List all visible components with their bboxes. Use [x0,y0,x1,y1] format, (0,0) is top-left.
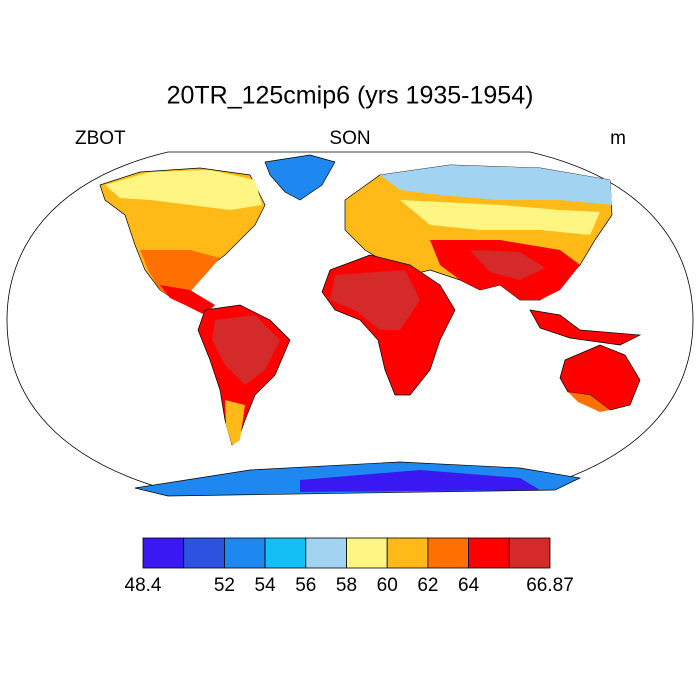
colorbar-label: 56 [295,575,316,596]
title: 20TR_125cmip6 (yrs 1935-1954) [167,82,534,110]
colorbar-label: 58 [336,575,357,596]
colorbar-label: 48.4 [125,575,162,596]
south-asia-core [470,250,545,280]
colorbar-box [223,537,266,569]
eurasia-middle [400,200,600,235]
colorbar-label: 62 [417,575,438,596]
map-area [6,151,694,497]
left-label: ZBOT [75,128,126,149]
right-label: m [610,128,626,149]
colorbar-label: 52 [214,575,235,596]
maritime-asia [529,309,642,346]
antarctica-interior [300,470,540,492]
colorbar-label: 64 [458,575,480,596]
colorbar-box [305,537,347,569]
colorbar-label: 60 [377,575,398,596]
north-america-south [140,250,220,300]
colorbar-label: 54 [255,575,277,596]
australia-south [568,392,610,412]
australia [559,344,641,411]
colorbar-box [183,537,225,569]
colorbar-box [142,537,185,569]
colorbar-box [264,537,307,569]
colorbar-box [386,537,429,569]
africa-sahara [330,270,420,330]
center-label: SON [329,128,370,149]
colorbar-box [468,537,510,569]
south-america-interior [212,315,280,385]
colorbar-box [508,537,551,569]
colorbar-box [346,537,388,569]
south-america-tip [225,400,245,445]
eurasia-north [380,165,612,205]
north-america-north [105,170,262,210]
colorbar-box [427,537,469,569]
colorbar-label: 66.87 [526,575,574,596]
greenland [264,154,336,201]
central-america [160,285,215,315]
colorbar: 48.4 52 54 56 58 60 62 64 66.87 [125,537,574,596]
